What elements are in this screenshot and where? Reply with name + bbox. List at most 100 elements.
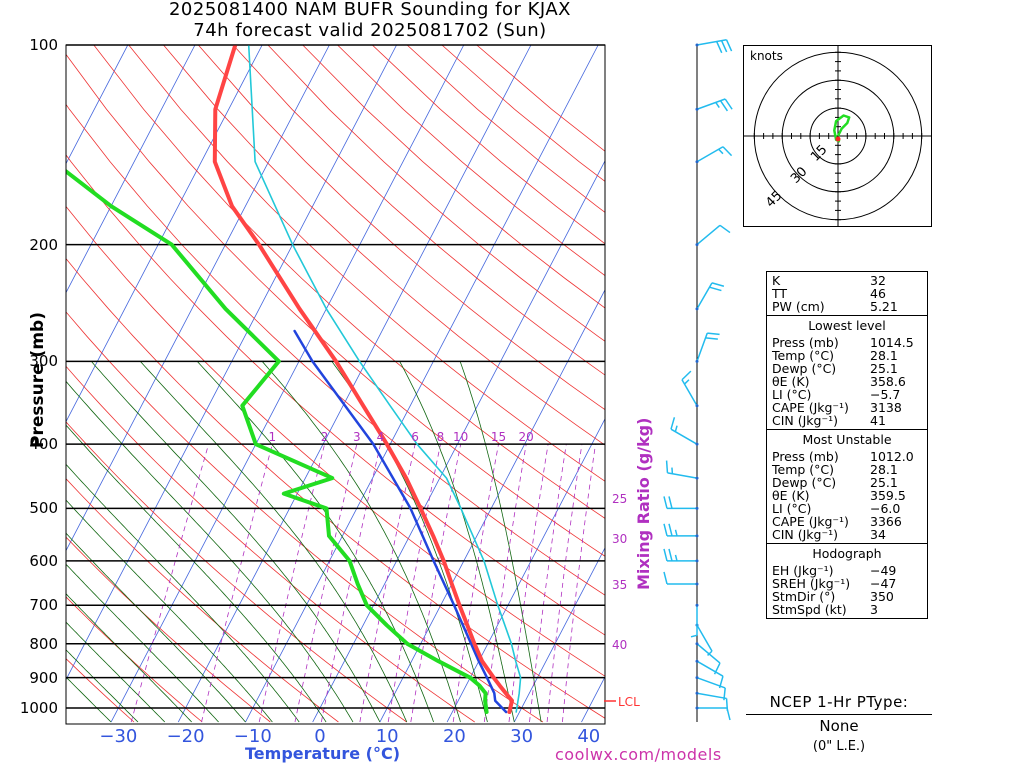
wind-barb-flag <box>669 496 672 508</box>
wind-barb-dot <box>696 307 699 310</box>
isotherm <box>0 45 329 722</box>
param-name: PW (cm) <box>772 300 870 313</box>
mixing-ratio-line <box>509 444 548 722</box>
lcl-label: LCL <box>618 695 640 709</box>
wind-barb-staff <box>697 693 727 698</box>
mixing-ratio-tick-label: 1 <box>269 430 277 444</box>
credit-text: coolwx.com/models <box>555 745 722 764</box>
param-value: 5.21 <box>870 300 922 313</box>
param-row: K 32 <box>772 274 922 287</box>
isobar-lines <box>66 45 605 708</box>
param-row: StmSpd (kt) 3 <box>772 603 922 616</box>
wind-barb <box>696 283 724 310</box>
wind-barb <box>696 147 732 164</box>
dewpoint-trace <box>54 109 487 712</box>
ptype-value: None <box>746 717 932 735</box>
moist-adiabat <box>91 361 380 722</box>
param-name: CIN (Jkg⁻¹) <box>772 528 870 541</box>
wind-barb-dot <box>696 642 699 645</box>
wind-barb-flag <box>682 371 691 380</box>
pressure-tick-label: 300 <box>4 352 58 370</box>
wind-barb-dot <box>696 692 699 695</box>
wind-barb-flag <box>722 41 727 52</box>
wind-barb-flag <box>664 496 667 508</box>
most-unstable-title: Most Unstable <box>772 432 922 448</box>
temperature-tick-label: 30 <box>510 726 533 747</box>
wind-barb <box>696 676 726 700</box>
dry-adiabat <box>442 45 1024 722</box>
wind-barb-flag <box>723 147 732 156</box>
wind-barb-staff <box>697 225 720 244</box>
dry-adiabat <box>0 45 679 722</box>
wind-barb <box>696 40 732 53</box>
plot-border <box>66 45 605 724</box>
param-name: StmSpd (kt) <box>772 603 870 616</box>
pressure-tick-label: 600 <box>4 552 58 570</box>
ptype-liquid-equivalent: (0" L.E.) <box>746 739 932 754</box>
isotherm <box>380 45 733 722</box>
wind-barb-staff <box>697 625 712 651</box>
temperature-tick-label: 40 <box>577 726 600 747</box>
wind-barb-flag <box>707 333 719 334</box>
wind-barb-dot <box>696 604 699 607</box>
wind-barb-half <box>716 102 719 107</box>
wind-barb <box>671 417 698 445</box>
param-value: 41 <box>870 414 922 427</box>
wind-barb <box>696 642 720 674</box>
wind-barb-half <box>676 530 678 536</box>
mixing-ratio-lines <box>131 444 595 722</box>
wind-barb-dot <box>696 707 699 710</box>
pressure-tick-label: 800 <box>4 635 58 653</box>
hodograph-units: knots <box>750 49 783 63</box>
dry-adiabat <box>0 45 134 722</box>
param-name: CIN (Jkg⁻¹) <box>772 414 870 427</box>
isotherm <box>44 45 397 722</box>
mixing-ratio-line <box>321 444 380 722</box>
wind-barb-staff <box>697 644 720 663</box>
sounding-traces <box>54 45 521 712</box>
temperature-tick-label: −20 <box>167 726 205 747</box>
wind-barb-half <box>675 426 677 432</box>
mixing-ratio-tick-label: 2 <box>321 430 329 444</box>
wind-barb-dot <box>696 360 699 363</box>
wind-barb-flag <box>710 287 722 290</box>
wind-barb-half <box>676 555 678 561</box>
wind-barb <box>664 572 699 586</box>
wind-barb-flag <box>727 698 728 710</box>
mixing-ratio-line <box>530 444 567 722</box>
mixing-ratio-tick-label: 10 <box>453 430 468 444</box>
mixing-ratio-tick-label: 6 <box>411 430 419 444</box>
mixing-ratio-tick-label: 3 <box>353 430 361 444</box>
param-value: 34 <box>870 528 922 541</box>
temperature-trace <box>215 45 512 712</box>
pressure-tick-label: 500 <box>4 499 58 517</box>
isotherm <box>0 45 128 722</box>
wind-barb-flag <box>720 101 727 111</box>
mixing-ratio-line <box>547 444 582 722</box>
indices-section: K 32 TT 46 PW (cm) 5.21 <box>767 272 927 315</box>
mixing-ratio-line <box>562 444 595 722</box>
temperature-tick-label: −30 <box>99 726 137 747</box>
wind-barb-dot <box>696 160 699 163</box>
wind-barb-flag <box>717 42 722 53</box>
wind-barb-half <box>691 635 697 637</box>
wind-barb-dot <box>696 108 699 111</box>
wind-barb-flag <box>727 40 732 51</box>
y-axis-label: Pressure (mb) <box>28 312 48 448</box>
wind-barb-flag <box>671 417 674 429</box>
lowest-level-title: Lowest level <box>772 318 922 334</box>
wind-barb <box>664 496 699 510</box>
wind-barb-dot <box>696 404 699 407</box>
wind-barb <box>664 549 699 563</box>
pressure-tick-label: 100 <box>4 36 58 54</box>
dry-adiabat <box>0 45 475 722</box>
isotherm <box>313 45 666 722</box>
wind-barb-flag <box>669 549 672 561</box>
wind-barb-flag <box>664 549 667 561</box>
param-row: CIN (Jkg⁻¹) 41 <box>772 414 922 427</box>
wind-barb <box>682 371 699 407</box>
ptype-title: NCEP 1-Hr PType: <box>746 693 932 711</box>
wind-barb-flag <box>664 572 667 584</box>
wind-barb-flag <box>706 338 718 339</box>
mixing-ratio-axis-label: Mixing Ratio (g/kg) <box>634 418 653 590</box>
